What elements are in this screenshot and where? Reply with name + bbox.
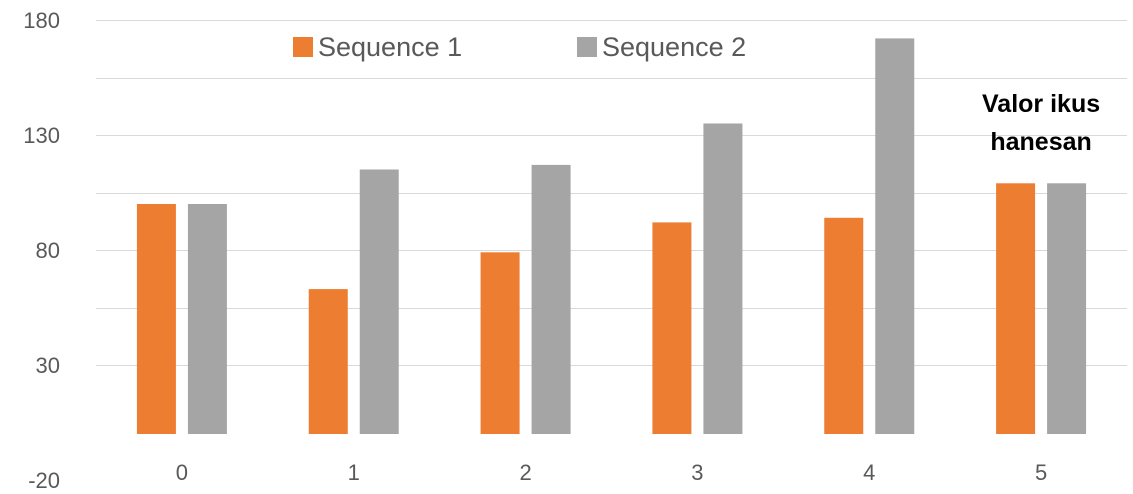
x-tick-label: 4 [863,460,875,485]
x-tick-label: 5 [1035,460,1047,485]
annotation-text: Valor ikus [982,90,1100,118]
annotation: Valor ikus hanesan [982,90,1100,156]
bar-sequence-1-1 [308,289,348,434]
bar-sequence-2-4 [875,38,915,435]
y-tick-label: 30 [36,353,60,378]
bar-sequence-2-3 [703,123,743,434]
bar-sequence-2-0 [187,204,227,434]
legend-swatch [293,37,313,57]
gridlines [96,20,1127,366]
x-tick-label: 2 [519,460,531,485]
bar-sequence-2-2 [531,164,571,434]
bar-sequence-1-3 [652,222,692,434]
x-tick-label: 1 [348,460,360,485]
y-tick-label: 80 [36,238,60,263]
legend-swatch [577,37,597,57]
annotation-text: hanesan [990,128,1091,156]
bar-sequence-2-5 [1047,183,1087,434]
y-tick-label: -20 [28,468,60,489]
bar-sequence-1-0 [136,204,176,434]
x-tick-label: 3 [691,460,703,485]
bar-sequence-2-1 [359,169,399,434]
y-tick-label: 130 [23,123,60,148]
x-axis-tick-labels: 0 1 2 3 4 5 [176,460,1047,485]
y-axis-tick-labels: -20 30 80 130 180 [23,8,60,493]
bar-sequence-1-5 [996,183,1036,434]
bar-sequence-1-4 [824,217,864,434]
bars [136,38,1087,435]
legend: Sequence 1 Sequence 2 [293,32,746,62]
x-tick-label: 0 [176,460,188,485]
y-tick-label: 180 [23,8,60,33]
legend-label: Sequence 2 [602,32,746,62]
legend-label: Sequence 1 [318,32,462,62]
bar-sequence-1-2 [480,252,520,434]
